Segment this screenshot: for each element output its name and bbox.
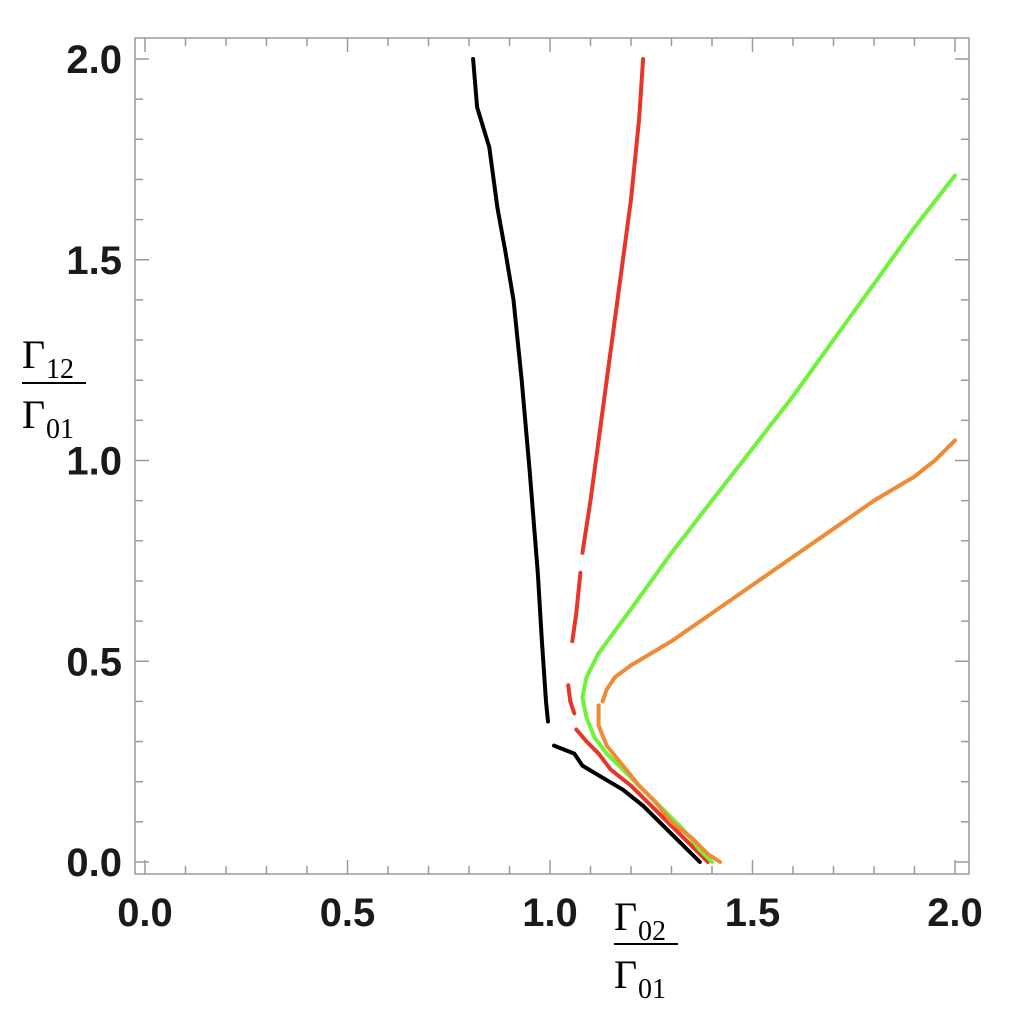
y-label-denominator-sub: 01: [46, 414, 74, 445]
series-line-2: [570, 570, 583, 644]
y-tick-label: 2.0: [66, 38, 122, 82]
x-label-numerator-sub: 02: [638, 916, 666, 947]
y-axis-label: Γ 12 Γ 01: [22, 332, 86, 445]
series-line-1: [471, 57, 550, 724]
x-label-denominator: Γ: [614, 952, 637, 997]
series-line-2: [566, 683, 577, 716]
series-layer: [471, 57, 957, 864]
x-label-numerator: Γ: [614, 894, 637, 939]
x-tick-label: 0.5: [320, 891, 376, 935]
y-tick-label: 1.5: [66, 239, 122, 283]
axis-tick-labels: 0.0 0.5 1.0 1.5 2.0 0.0 0.5 1.0 1.5 2.0: [66, 38, 982, 935]
series-line-2: [574, 727, 710, 864]
y-tick-label: 0.0: [66, 841, 122, 885]
series-line-4: [596, 703, 723, 864]
series-line-1: [552, 743, 702, 864]
series-line-4: [600, 438, 957, 704]
series-line-3: [580, 173, 957, 864]
x-tick-label: 0.0: [117, 891, 173, 935]
y-tick-label: 1.0: [66, 440, 122, 484]
axis-ticks: [135, 38, 969, 874]
y-tick-label: 0.5: [66, 640, 122, 684]
series-line-2: [580, 57, 646, 555]
x-axis-label: Γ 02 Γ 01: [614, 894, 678, 1005]
x-tick-label: 1.0: [522, 891, 578, 935]
x-tick-label: 1.5: [725, 891, 781, 935]
y-label-numerator: Γ: [22, 332, 45, 377]
y-label-numerator-sub: 12: [46, 354, 74, 385]
y-label-denominator: Γ: [22, 392, 45, 437]
plot-frame: [134, 37, 970, 875]
x-tick-label: 2.0: [927, 891, 983, 935]
x-label-denominator-sub: 01: [638, 974, 666, 1005]
